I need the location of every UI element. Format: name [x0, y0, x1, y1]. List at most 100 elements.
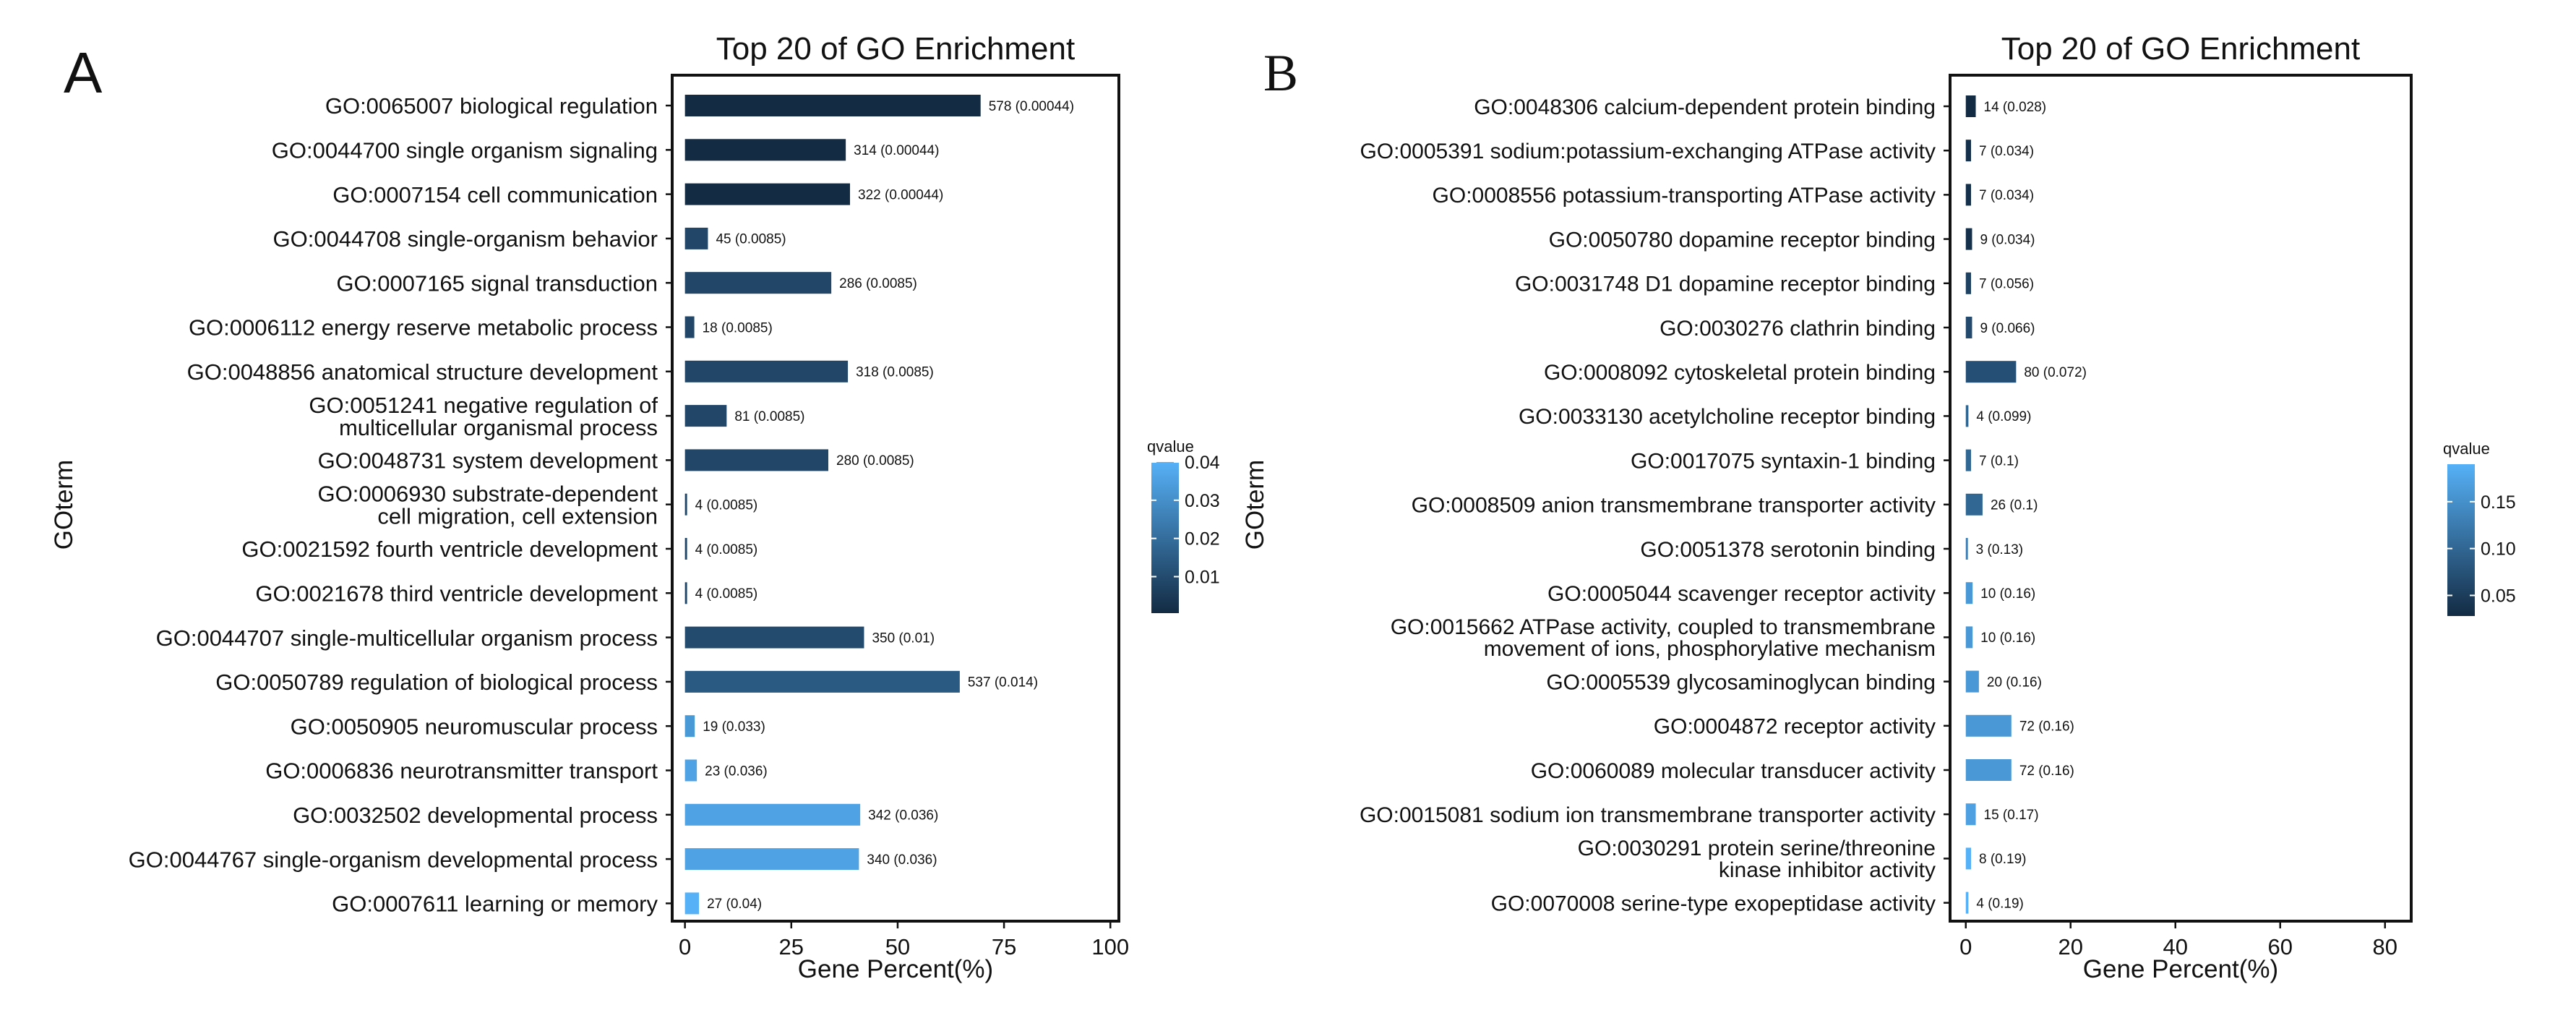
a-data-label: 23 (0.036): [705, 764, 768, 779]
a-data-label: 27 (0.04): [707, 897, 762, 912]
b-category-label: GO:0060089 molecular transducer activity: [1531, 759, 1936, 783]
a-data-label: 340 (0.036): [867, 852, 937, 868]
b-data-label: 7 (0.034): [1979, 144, 2034, 159]
a-bar: [684, 892, 700, 915]
a-category-label: GO:0021678 third ventricle development: [255, 581, 658, 606]
b-bar: [1965, 140, 1971, 162]
b-bar: [1965, 803, 1976, 826]
a-x-tick-label: 50: [885, 934, 910, 959]
a-bar: [684, 493, 687, 516]
a-legend-tick-label: 0.02: [1185, 529, 1220, 550]
b-bar: [1965, 95, 1976, 117]
a-x-tick-label: 75: [992, 934, 1016, 959]
b-bar: [1965, 317, 1972, 338]
b-bar: [1965, 847, 1971, 870]
a-category-label: GO:0048731 system development: [318, 448, 658, 474]
a-data-label: 18 (0.0085): [703, 320, 773, 335]
b-legend-tick-label: 0.15: [2481, 492, 2516, 513]
a-data-label: 81 (0.0085): [734, 409, 804, 424]
a-bar: [684, 139, 846, 161]
b-data-label: 10 (0.16): [1980, 586, 2035, 602]
a-legend-tick-label: 0.04: [1185, 453, 1220, 473]
b-bar: [1965, 361, 2017, 383]
b-legend-title: qvalue: [2443, 440, 2490, 458]
b-bar: [1965, 582, 1973, 604]
a-data-label: 45 (0.0085): [716, 232, 786, 247]
b-data-label: 15 (0.17): [1984, 808, 2039, 823]
b-data-label: 14 (0.028): [1984, 100, 2047, 115]
b-y-axis-title: GOterm: [1241, 460, 1269, 550]
a-category-label: GO:0051241 negative regulation of multice…: [309, 393, 658, 440]
b-data-label: 20 (0.16): [1987, 675, 2042, 690]
a-category-label: GO:0007154 cell communication: [332, 182, 658, 208]
a-category-label: GO:0065007 biological regulation: [325, 93, 658, 119]
b-data-label: 9 (0.034): [1980, 232, 2035, 247]
a-category-label: GO:0050789 regulation of biological proc…: [215, 670, 658, 695]
b-data-label: 72 (0.16): [2019, 719, 2074, 735]
b-chart-title: Top 20 of GO Enrichment: [2001, 31, 2360, 67]
b-category-label: GO:0008092 cytoskeletal protein binding: [1544, 361, 1936, 385]
b-category-label: GO:0048306 calcium-dependent protein bin…: [1474, 95, 1936, 119]
b-data-label: 80 (0.072): [2024, 365, 2087, 380]
b-bar: [1965, 626, 1973, 649]
b-bar: [1965, 670, 1979, 693]
a-category-label: GO:0044707 single-multicellular organism…: [156, 625, 658, 651]
b-legend-colorbar: [2447, 464, 2475, 616]
a-data-label: 280 (0.0085): [836, 453, 914, 469]
b-x-tick-label: 60: [2268, 934, 2293, 959]
a-data-label: 350 (0.01): [872, 630, 935, 646]
b-bar: [1965, 449, 1971, 471]
a-bar: [684, 670, 960, 693]
a-legend-title: qvalue: [1147, 437, 1194, 456]
b-data-label: 7 (0.034): [1979, 188, 2034, 203]
a-bar: [684, 848, 859, 871]
a-legend-tick-label: 0.03: [1185, 491, 1220, 511]
b-bar: [1965, 538, 1968, 560]
b-bar: [1965, 892, 1969, 914]
a-y-axis-title: GOterm: [50, 460, 78, 550]
a-bar: [684, 449, 829, 471]
a-data-label: 4 (0.0085): [695, 586, 758, 602]
a-category-label: GO:0007611 learning or memory: [332, 892, 658, 917]
a-plot-frame: [671, 74, 1120, 923]
a-bar: [684, 582, 687, 604]
a-category-label: GO:0048856 anatomical structure developm…: [187, 359, 658, 385]
b-legend-tick-label: 0.05: [2481, 586, 2516, 606]
a-legend-tick-label: 0.01: [1185, 567, 1220, 587]
a-x-tick-label: 25: [779, 934, 804, 959]
b-category-label: GO:0005391 sodium:potassium-exchanging A…: [1360, 140, 1936, 163]
a-category-label: GO:0007165 signal transduction: [336, 270, 658, 296]
a-x-tick-label: 0: [679, 934, 691, 959]
a-bar: [684, 183, 851, 205]
a-category-label: GO:0044708 single-organism behavior: [273, 226, 658, 252]
panel-b-chart: Top 20 of GO Enrichment GO:0048306 calciu…: [1241, 31, 2516, 983]
b-data-label: 3 (0.13): [1976, 542, 2023, 557]
b-category-label: GO:0015662 ATPase activity, coupled to t…: [1391, 615, 1936, 661]
a-bar: [684, 803, 861, 826]
a-data-label: 318 (0.0085): [856, 365, 934, 380]
a-x-tick-label: 100: [1091, 934, 1129, 959]
a-legend-colorbar: [1151, 462, 1179, 613]
a-data-label: 537 (0.014): [968, 675, 1038, 691]
a-bar: [684, 227, 708, 249]
a-category-label: GO:0006930 substrate-dependent cell migra…: [317, 481, 658, 529]
a-category-label: GO:0006112 energy reserve metabolic proc…: [189, 315, 658, 341]
b-bar: [1965, 184, 1971, 206]
b-x-axis-title: Gene Percent(%): [2083, 955, 2278, 983]
b-data-label: 10 (0.16): [1980, 630, 2035, 646]
a-category-label: GO:0006836 neurotransmitter transport: [265, 758, 658, 784]
panel-a-chart: Top 20 of GO Enrichment GO:0065007 biolog…: [50, 31, 1220, 983]
b-category-label: GO:0004872 receptor activity: [1654, 715, 1936, 739]
a-category-label: GO:0044767 single-organism developmental…: [129, 847, 658, 872]
b-x-tick-label: 20: [2058, 934, 2083, 959]
b-category-label: GO:0050780 dopamine receptor binding: [1549, 228, 1936, 252]
b-bar: [1965, 405, 1969, 427]
a-data-label: 286 (0.0085): [839, 276, 917, 291]
b-bar: [1965, 272, 1971, 294]
b-category-label: GO:0033130 acetylcholine receptor bindin…: [1519, 405, 1936, 429]
b-data-label: 9 (0.066): [1980, 321, 2035, 336]
panel-a-letter: A: [64, 40, 103, 105]
a-data-label: 322 (0.00044): [858, 187, 943, 202]
b-data-label: 7 (0.1): [1979, 453, 2019, 469]
